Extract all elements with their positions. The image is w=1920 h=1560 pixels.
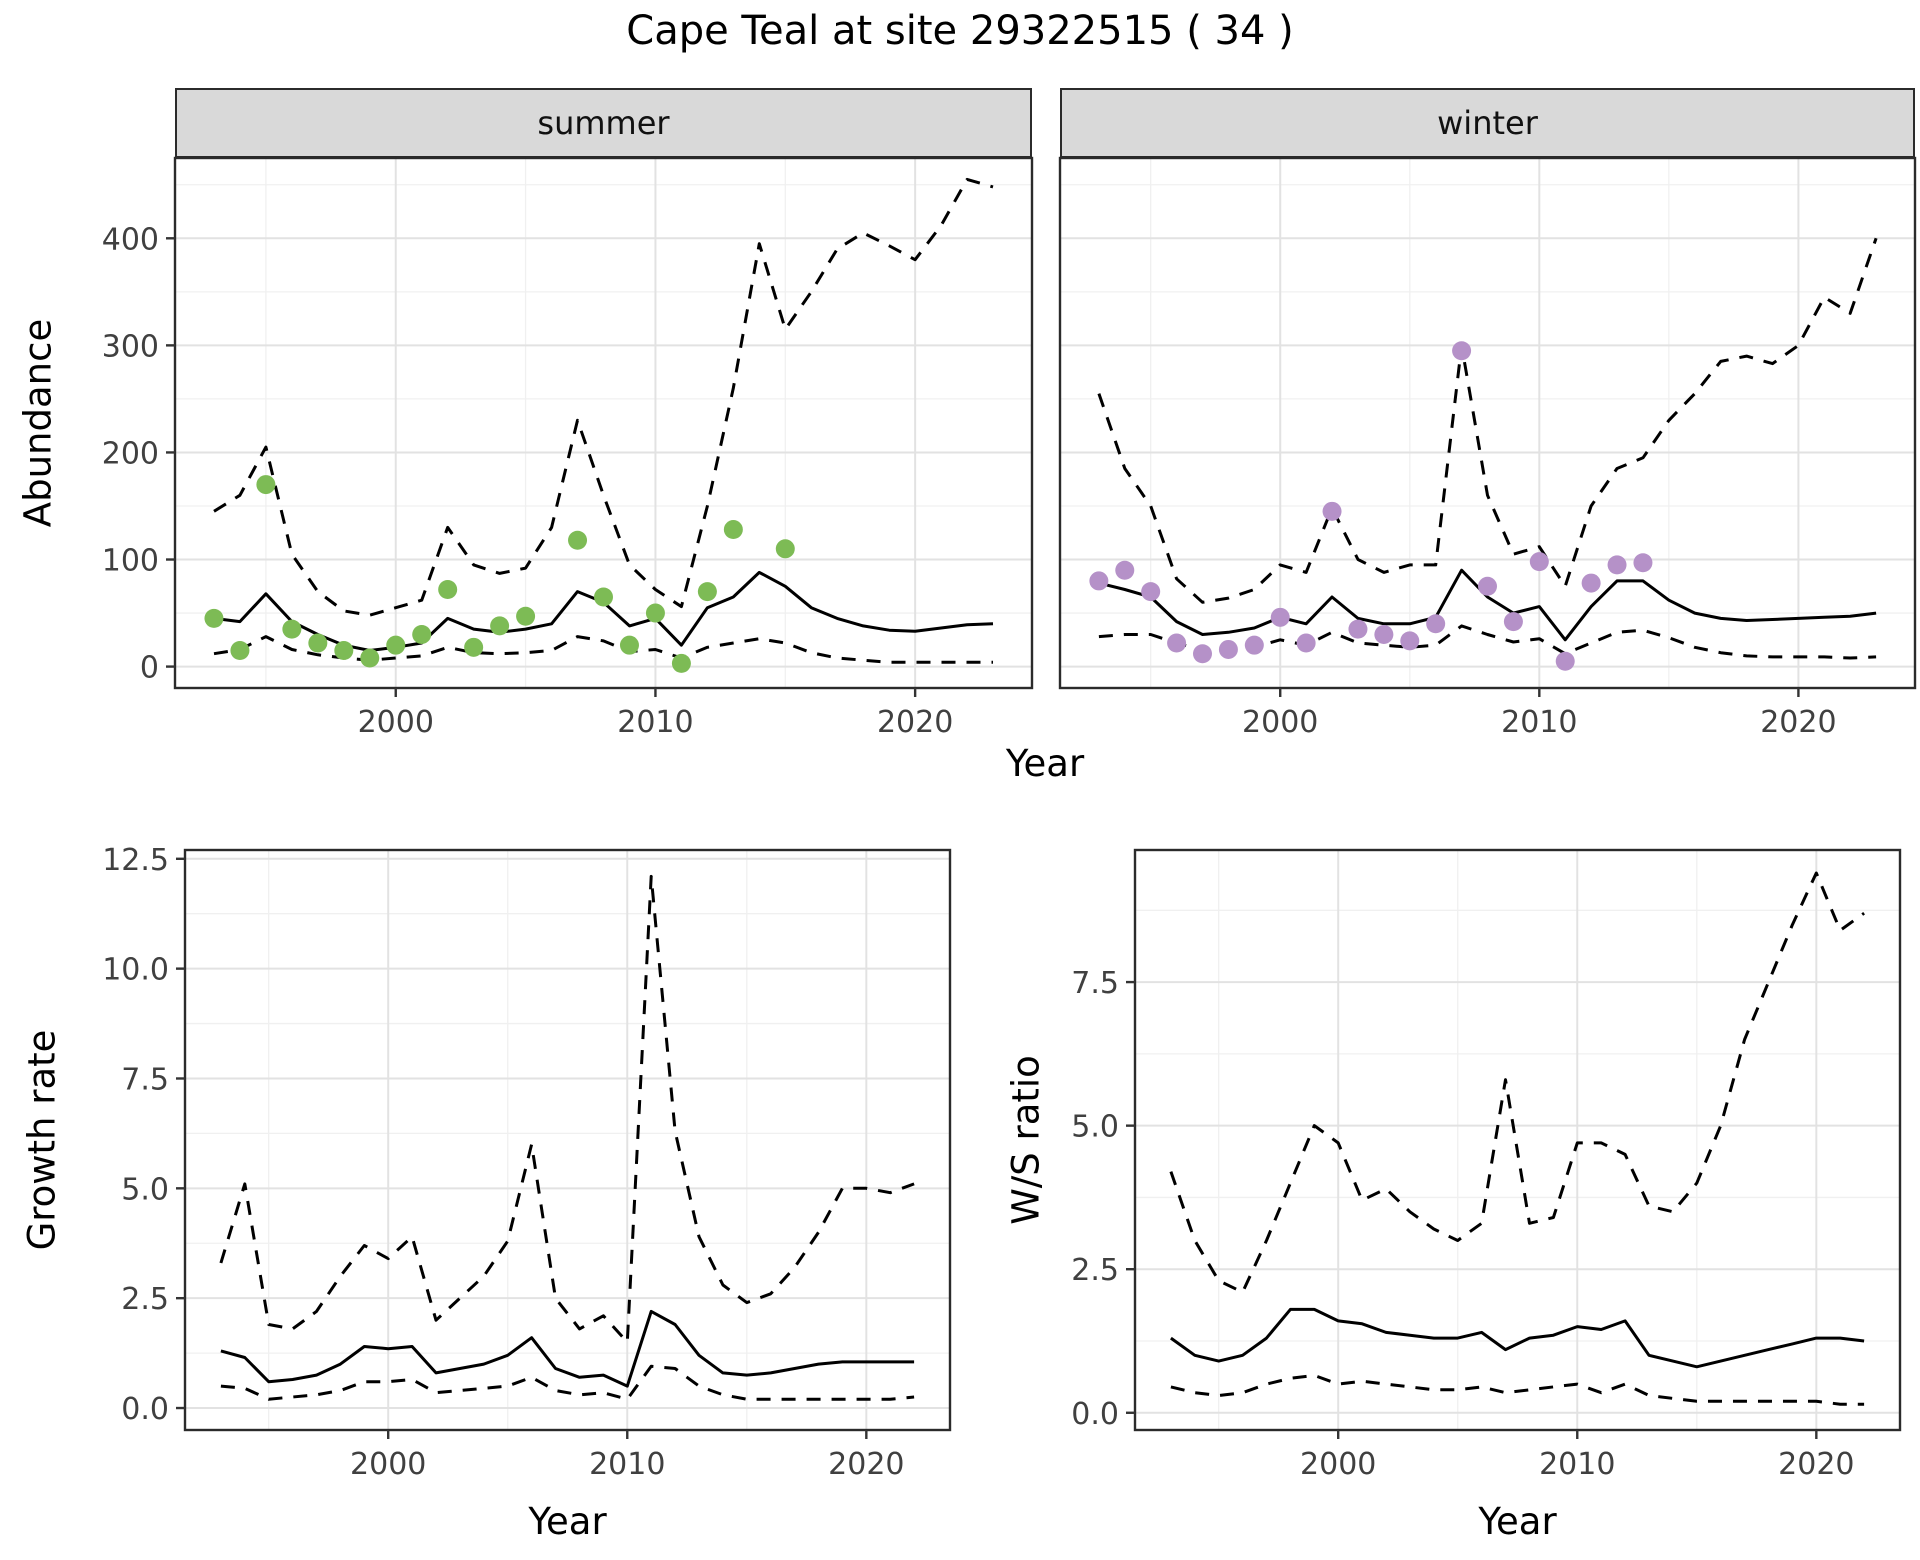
y-axis-title-growth-rate: Growth rate xyxy=(20,1029,64,1251)
svg-text:0.0: 0.0 xyxy=(121,1392,169,1427)
abundance-summer-chart: 2000 2010 2020 0 100 200 300 400 xyxy=(102,156,1034,740)
facet-strip-summer: summer xyxy=(175,88,1032,158)
figure-title: Cape Teal at site 29322515 ( 34 ) xyxy=(626,8,1294,54)
svg-text:2000: 2000 xyxy=(1242,705,1318,740)
svg-text:0: 0 xyxy=(140,651,159,686)
svg-text:2.5: 2.5 xyxy=(1071,1253,1119,1288)
svg-text:12.5: 12.5 xyxy=(102,843,169,878)
svg-text:5.0: 5.0 xyxy=(121,1172,169,1207)
svg-text:5.0: 5.0 xyxy=(1071,1110,1119,1145)
svg-text:2000: 2000 xyxy=(350,1447,426,1482)
svg-text:200: 200 xyxy=(102,436,159,471)
y-axis-title-abundance: Abundance xyxy=(16,318,60,528)
svg-text:10.0: 10.0 xyxy=(102,953,169,988)
svg-text:2.5: 2.5 xyxy=(121,1282,169,1317)
svg-text:2000: 2000 xyxy=(1300,1447,1376,1482)
ws-ratio-chart: 2000 2010 2020 0.0 2.5 5.0 7.5 xyxy=(1071,848,1902,1482)
svg-text:100: 100 xyxy=(102,544,159,579)
svg-text:2020: 2020 xyxy=(1760,705,1836,740)
svg-text:2010: 2010 xyxy=(1539,1447,1615,1482)
svg-text:2000: 2000 xyxy=(358,705,434,740)
svg-text:400: 400 xyxy=(102,222,159,257)
svg-text:2020: 2020 xyxy=(877,705,953,740)
x-axis-title-year-ws: Year xyxy=(1478,1500,1557,1543)
svg-text:2020: 2020 xyxy=(828,1447,904,1482)
growth-rate-chart: 2000 2010 2020 0.0 2.5 5.0 7.5 10.0 12.5 xyxy=(102,843,952,1482)
abundance-winter-chart: 2000 2010 2020 xyxy=(1058,156,1917,740)
x-axis-title-year-top: Year xyxy=(1005,742,1085,785)
svg-text:2020: 2020 xyxy=(1778,1447,1854,1482)
facet-strip-winter: winter xyxy=(1060,88,1915,158)
svg-text:7.5: 7.5 xyxy=(1071,966,1119,1001)
svg-text:2010: 2010 xyxy=(1501,705,1577,740)
svg-text:0.0: 0.0 xyxy=(1071,1397,1119,1432)
svg-text:2010: 2010 xyxy=(617,705,693,740)
svg-text:7.5: 7.5 xyxy=(121,1062,169,1097)
x-axis-title-year-growth: Year xyxy=(528,1500,607,1543)
facet-strip-winter-label: winter xyxy=(1437,104,1538,142)
svg-text:300: 300 xyxy=(102,329,159,364)
facet-strip-summer-label: summer xyxy=(537,104,670,142)
svg-text:2010: 2010 xyxy=(589,1447,665,1482)
